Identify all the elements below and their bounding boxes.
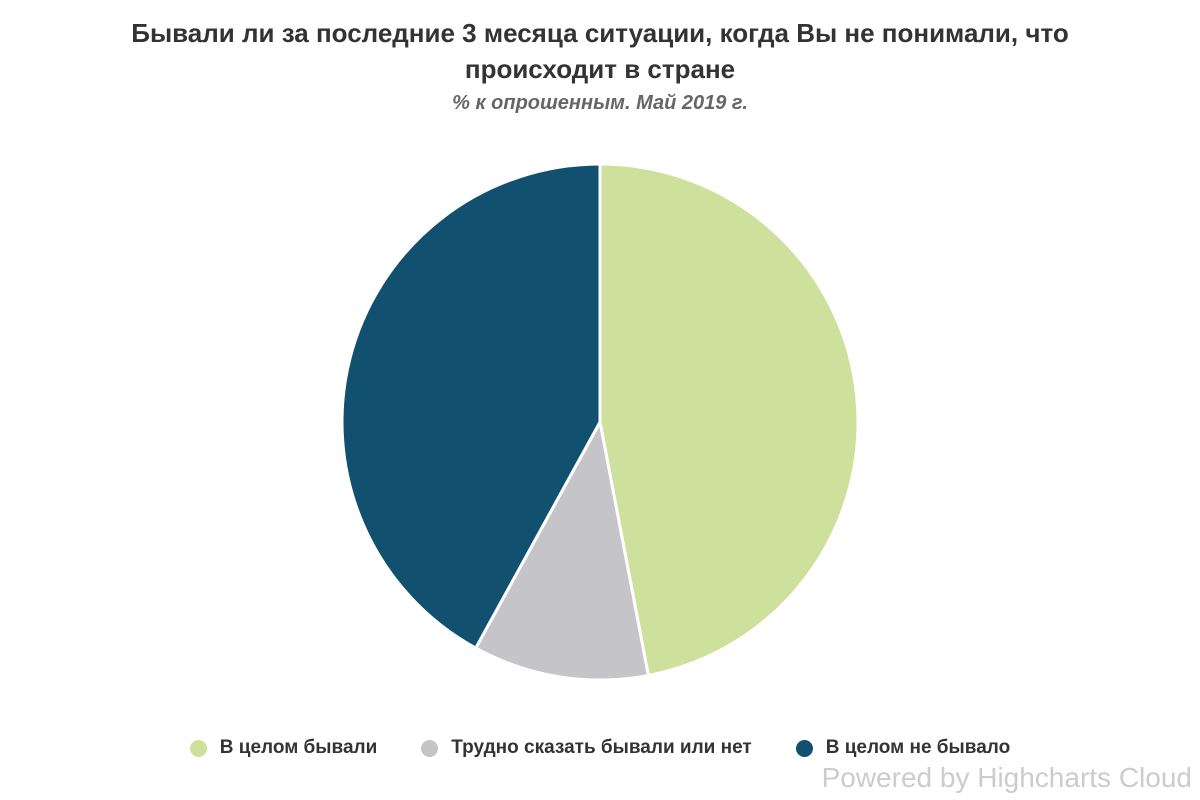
legend-marker-icon bbox=[421, 739, 439, 757]
legend-item-label: В целом бывали bbox=[219, 737, 378, 758]
pie-slice-1[interactable] bbox=[598, 162, 860, 677]
legend-item-label: Трудно сказать бывали или нет bbox=[451, 737, 752, 758]
chart-title: Бывали ли за последние 3 месяца ситуации… bbox=[0, 15, 1200, 87]
pie-slice-3[interactable] bbox=[340, 162, 602, 650]
legend: В целом бывали Трудно сказать бывали или… bbox=[0, 737, 1200, 759]
pie-slice-2[interactable] bbox=[474, 420, 650, 682]
legend-item-v-tselom-ne-byvalo[interactable]: В целом не бывало bbox=[795, 737, 1011, 759]
legend-item-v-tselom-byvali[interactable]: В целом бывали bbox=[189, 737, 378, 759]
legend-marker-icon bbox=[795, 739, 813, 757]
legend-marker-icon bbox=[189, 739, 207, 757]
highcharts-credits-link[interactable]: Powered by Highcharts Cloud bbox=[821, 762, 1192, 793]
chart-subtitle: % к опрошенным. Май 2019 г. bbox=[452, 92, 748, 114]
legend-item-label: В целом не бывало bbox=[825, 737, 1011, 758]
chart-title-line-1: Бывали ли за последние 3 месяца ситуации… bbox=[131, 18, 1069, 48]
chart-title-line-2: происходит в стране bbox=[464, 54, 736, 84]
legend-item-trudno-skazat[interactable]: Трудно сказать бывали или нет bbox=[421, 737, 752, 759]
